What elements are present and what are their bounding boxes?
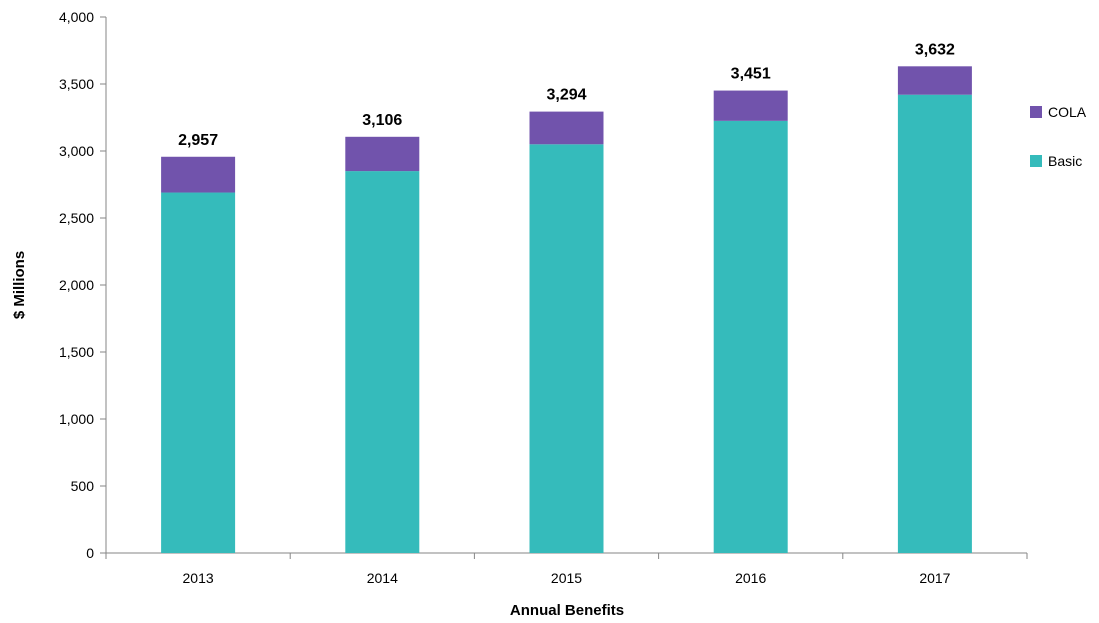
legend-swatch-basic bbox=[1030, 155, 1042, 167]
legend-label-cola: COLA bbox=[1048, 104, 1087, 120]
total-label-2014: 3,106 bbox=[362, 112, 402, 129]
y-tick-label: 4,000 bbox=[59, 9, 94, 25]
x-axis-title: Annual Benefits bbox=[510, 602, 624, 619]
bar-basic-2013 bbox=[161, 192, 236, 554]
legend-swatch-cola bbox=[1030, 106, 1042, 118]
x-tick-label: 2016 bbox=[735, 570, 766, 586]
x-tick-label: 2017 bbox=[919, 570, 950, 586]
y-axis-title: $ Millions bbox=[11, 251, 28, 319]
bar-basic-2015 bbox=[529, 144, 604, 554]
y-tick-label: 0 bbox=[86, 545, 94, 561]
bar-basic-2016 bbox=[713, 120, 788, 553]
bar-cola-2015 bbox=[529, 111, 604, 145]
bar-cola-2014 bbox=[345, 136, 420, 172]
x-tick-label: 2013 bbox=[183, 570, 214, 586]
total-label-2015: 3,294 bbox=[546, 87, 586, 104]
bar-cola-2017 bbox=[897, 66, 972, 95]
y-tick-label: 2,000 bbox=[59, 277, 94, 293]
x-axis: 2013 2014 2015 2016 2017 bbox=[105, 552, 1028, 586]
y-tick-label: 1,000 bbox=[59, 411, 94, 427]
legend-label-basic: Basic bbox=[1048, 153, 1082, 169]
y-tick-label: 3,000 bbox=[59, 143, 94, 159]
bars bbox=[161, 66, 972, 554]
bar-basic-2014 bbox=[345, 171, 420, 553]
y-tick-label: 1,500 bbox=[59, 344, 94, 360]
total-label-2013: 2,957 bbox=[178, 132, 218, 149]
bar-basic-2017 bbox=[897, 94, 972, 553]
total-label-2017: 3,632 bbox=[915, 41, 955, 58]
y-tick-label: 500 bbox=[71, 478, 95, 494]
y-tick-label: 2,500 bbox=[59, 210, 94, 226]
legend: COLA Basic bbox=[1030, 104, 1087, 169]
y-axis: 0 500 1,000 1,500 2,000 2,500 3,000 3,500 4,000 bbox=[59, 9, 107, 561]
total-labels: 2,957 3,106 3,294 3,451 3,632 bbox=[178, 41, 955, 148]
y-tick-label: 3,500 bbox=[59, 76, 94, 92]
bar-cola-2016 bbox=[713, 90, 788, 121]
total-label-2016: 3,451 bbox=[731, 66, 771, 83]
bar-cola-2013 bbox=[161, 156, 236, 193]
x-tick-label: 2015 bbox=[551, 570, 582, 586]
x-tick-label: 2014 bbox=[367, 570, 398, 586]
